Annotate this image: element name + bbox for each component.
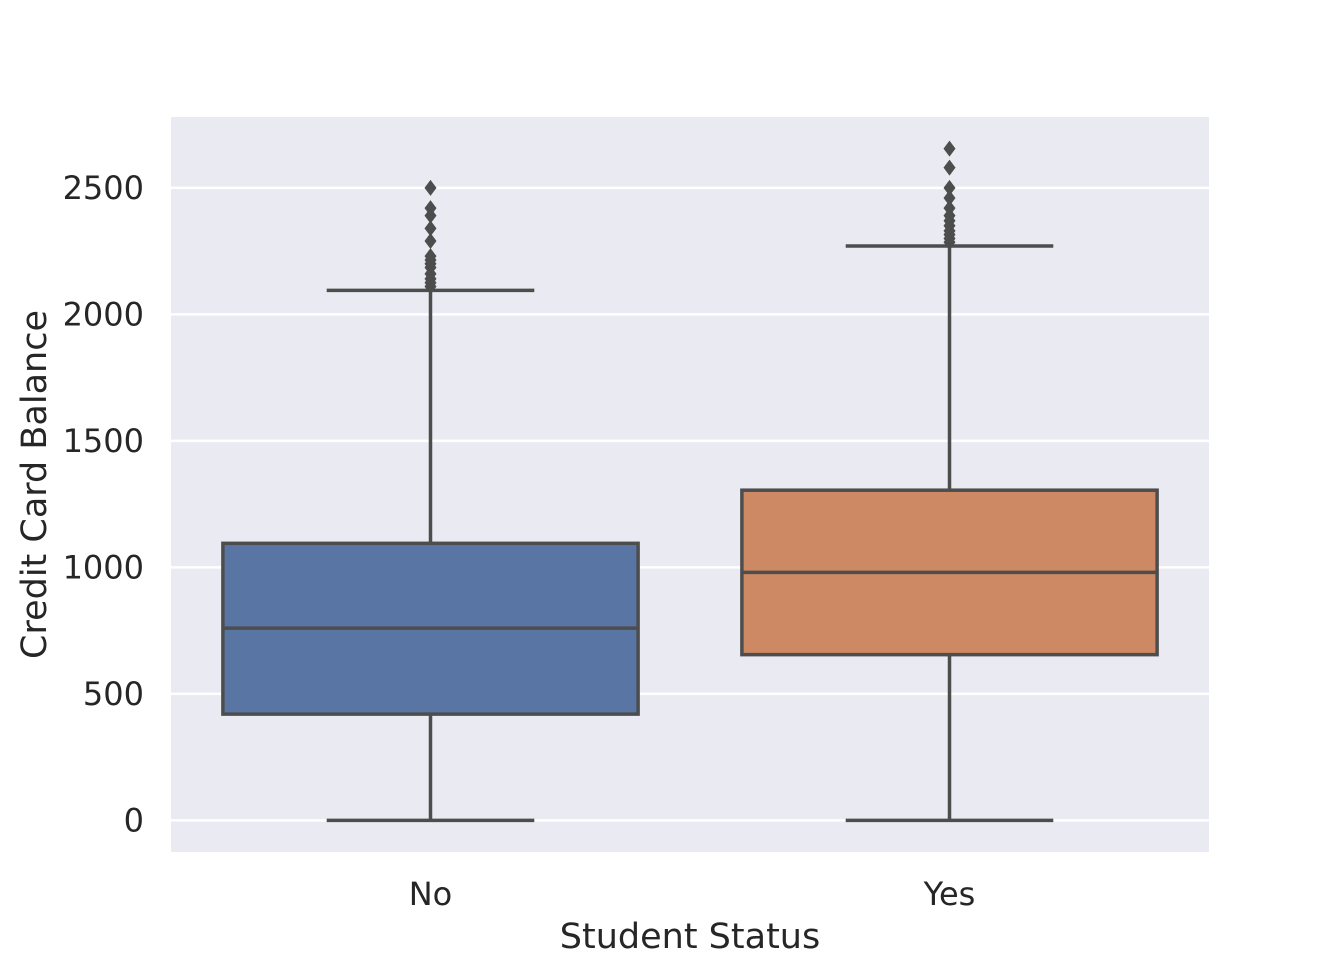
y-tick-label-2000: 2000 <box>63 295 144 333</box>
plot-background <box>171 117 1209 852</box>
outlier-point-no-8 <box>424 232 437 249</box>
outlier-point-no-9 <box>424 220 437 237</box>
y-tick-label-1000: 1000 <box>63 548 144 586</box>
outlier-point-yes-11 <box>943 140 956 157</box>
box-series <box>221 140 1159 823</box>
y-tick-label-1500: 1500 <box>63 422 144 460</box>
y-tick-label-500: 500 <box>83 675 144 713</box>
outlier-point-no-7 <box>424 248 437 265</box>
box-group-no <box>221 179 640 823</box>
outlier-point-yes-8 <box>943 189 956 206</box>
outlier-point-yes-10 <box>943 159 956 176</box>
y-tick-label-0: 0 <box>124 801 144 839</box>
y-axis-label: Credit Card Balance <box>15 310 55 659</box>
outlier-point-yes-9 <box>943 179 956 196</box>
y-tick-label-2500: 2500 <box>63 169 144 207</box>
x-axis-label: Student Status <box>560 917 820 957</box>
x-axis-ticks: No Yes <box>409 875 976 913</box>
outlier-point-no-12 <box>424 179 437 196</box>
x-tick-label-no: No <box>409 875 453 913</box>
outlier-point-no-11 <box>424 200 437 217</box>
outlier-point-yes-7 <box>943 200 956 217</box>
box-group-yes <box>740 140 1159 823</box>
x-tick-label-yes: Yes <box>923 875 976 913</box>
y-axis-ticks: 0 500 1000 1500 2000 2500 <box>63 169 144 840</box>
